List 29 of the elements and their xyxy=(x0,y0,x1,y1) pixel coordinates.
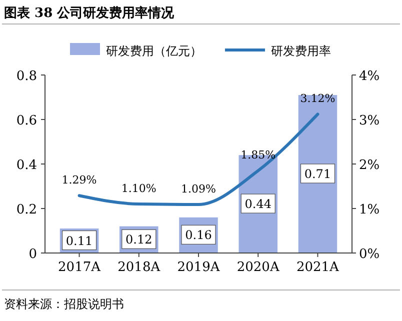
y-tick-label: 0.8 xyxy=(16,69,37,84)
data-label: 3.12% xyxy=(300,92,336,106)
x-tick-label: 2017A xyxy=(58,260,102,275)
x-tick-label: 2020A xyxy=(236,260,280,275)
y2-tick-label: 0% xyxy=(359,247,380,262)
data-label: 1.85% xyxy=(240,148,276,162)
data-label: 0.12 xyxy=(126,232,152,247)
data-label: 1.10% xyxy=(121,182,156,196)
legend-label: 研发费用（亿元） xyxy=(106,44,202,58)
x-tick-label: 2021A xyxy=(296,260,340,275)
y2-tick-label: 4% xyxy=(359,69,380,84)
data-label: 0.16 xyxy=(185,228,212,242)
y2-tick-label: 1% xyxy=(359,202,380,218)
y2-tick-label: 3% xyxy=(359,114,380,128)
y-tick-label: 0.6 xyxy=(16,114,37,128)
text: 资料来源：招股说明书 xyxy=(4,297,124,311)
x-tick-label: 2019A xyxy=(177,260,220,275)
y-tick-label: 0.2 xyxy=(16,202,37,218)
data-label: 1.29% xyxy=(62,174,97,187)
x-tick-label: 2018A xyxy=(118,260,161,275)
y-tick-label: 0 xyxy=(28,247,37,262)
y2-tick-label: 2% xyxy=(359,158,380,173)
y-tick-label: 0.4 xyxy=(16,158,37,173)
data-label: 1.09% xyxy=(181,182,216,196)
data-label: 0.11 xyxy=(66,234,93,248)
data-label: 0.44 xyxy=(244,197,272,212)
data-label: 0.71 xyxy=(304,167,332,182)
chart-title: 图表 38 公司研发费用率情况 xyxy=(4,5,176,21)
legend-label: 研发费用率 xyxy=(271,44,331,58)
